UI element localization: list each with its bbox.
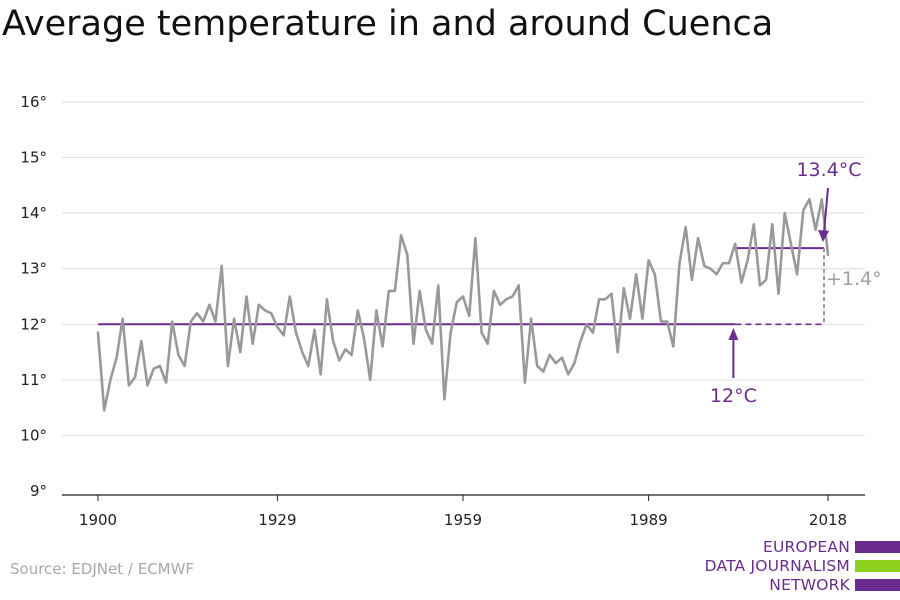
x-tick-label: 1900 bbox=[79, 511, 117, 529]
edjnet-logo: EUROPEAN DATA JOURNALISM NETWORK bbox=[690, 530, 900, 596]
annotation-difference-label: +1.4° bbox=[826, 268, 882, 290]
logo-line-3: NETWORK bbox=[769, 576, 850, 594]
y-tick-label: 13° bbox=[20, 260, 47, 278]
arrow-134c-shaft bbox=[823, 187, 829, 233]
y-tick-label: 11° bbox=[20, 371, 47, 389]
logo-bar-green bbox=[855, 560, 900, 572]
annotation-134c-label: 13.4°C bbox=[796, 159, 861, 181]
x-tick-label: 1959 bbox=[444, 511, 482, 529]
y-tick-label: 9° bbox=[30, 482, 47, 500]
logo-line-2: DATA JOURNALISM bbox=[704, 557, 850, 575]
y-tick-label: 10° bbox=[20, 426, 47, 444]
y-axis: 9° 10° 11° 12° 13° 14° 15° 16° bbox=[20, 93, 47, 500]
annotations: 12°C 13.4°C +1.4° bbox=[710, 159, 882, 407]
logo-bar-purple-bottom bbox=[855, 579, 900, 591]
arrow-12c-head bbox=[728, 328, 739, 340]
x-tick-label: 1929 bbox=[258, 511, 296, 529]
logo-bar-purple-top bbox=[855, 541, 900, 553]
annotation-12c-label: 12°C bbox=[710, 385, 757, 407]
series-group bbox=[96, 198, 830, 412]
y-tick-label: 15° bbox=[20, 149, 47, 167]
x-tick-label: 1989 bbox=[629, 511, 667, 529]
source-note: Source: EDJNet / ECMWF bbox=[10, 560, 195, 578]
y-tick-label: 14° bbox=[20, 204, 47, 222]
arrow-134c-head bbox=[818, 230, 829, 242]
y-tick-label: 12° bbox=[20, 315, 47, 333]
temperature-series-line bbox=[96, 198, 830, 412]
chart-title: Average temperature in and around Cuenca bbox=[2, 4, 774, 44]
y-tick-label: 16° bbox=[20, 93, 47, 111]
logo-line-1: EUROPEAN bbox=[762, 538, 850, 556]
x-tick-label: 2018 bbox=[809, 511, 847, 529]
x-axis: 1900 1929 1959 1989 2018 bbox=[62, 494, 865, 529]
